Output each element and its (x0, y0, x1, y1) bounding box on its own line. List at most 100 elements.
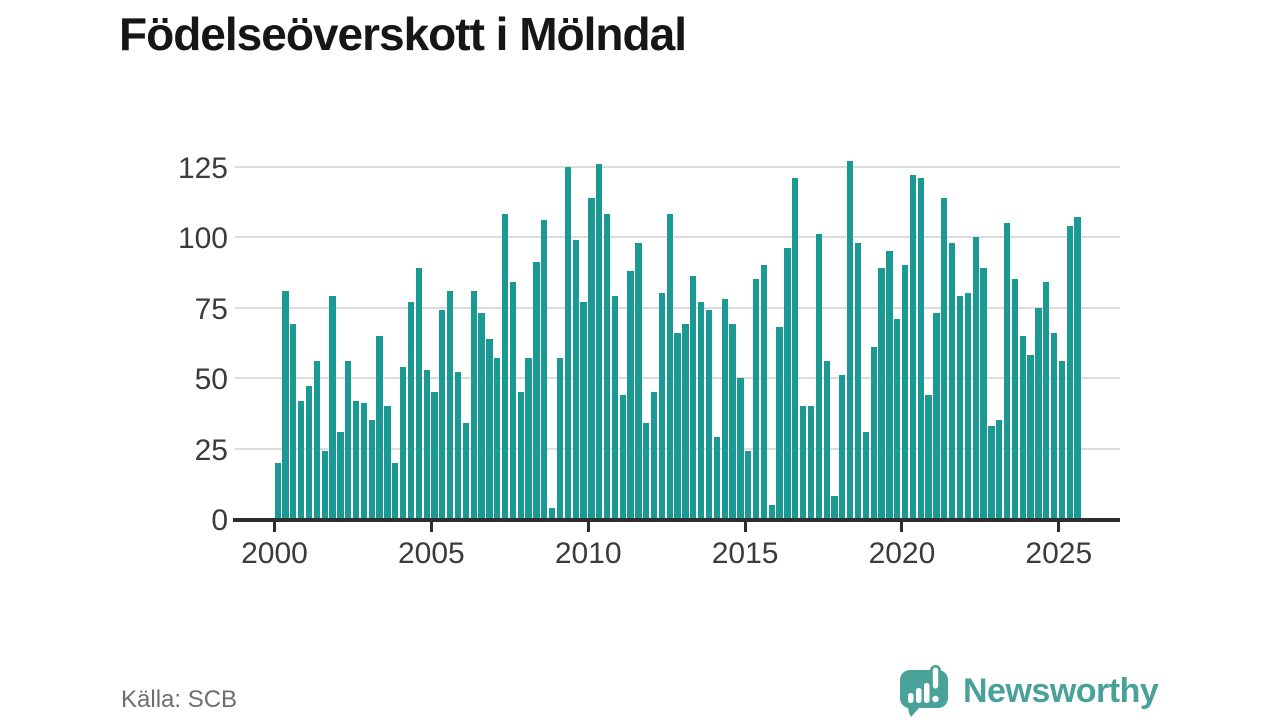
bar-2018-q4 (862, 431, 870, 519)
bar-2001-q3 (321, 451, 328, 519)
newsworthy-logo: Newsworthy (897, 664, 1159, 718)
x-tick-label-2015: 2015 (711, 537, 779, 570)
x-tick-2020 (900, 521, 904, 532)
bar-2003-q4 (392, 462, 399, 519)
x-tick-2005 (429, 521, 433, 532)
bar-2000-q1 (274, 462, 281, 519)
bar-2009-q4 (580, 301, 587, 519)
bar-2004-q2 (407, 301, 415, 519)
bar-2010-q3 (603, 214, 611, 519)
bar-2003-q1 (368, 420, 375, 519)
bar-2016-q2 (784, 248, 791, 519)
bar-2021-q4 (956, 296, 964, 519)
bar-2001-q2 (313, 361, 320, 519)
bar-2009-q2 (564, 166, 571, 519)
x-axis-line (233, 518, 1120, 522)
bar-2023-q3 (1011, 279, 1019, 519)
bar-2025-q3 (1074, 217, 1081, 519)
bar-2011-q1 (619, 394, 626, 519)
bar-2017-q3 (823, 361, 830, 519)
bar-2013-q1 (682, 324, 689, 519)
bar-2004-q1 (399, 366, 407, 519)
bar-2000-q4 (298, 400, 305, 519)
bar-2019-q2 (878, 268, 885, 519)
bar-2015-q1 (745, 451, 752, 519)
bar-2004-q4 (423, 369, 430, 519)
y-tick-label-25: 25 (194, 433, 228, 467)
bar-2021-q1 (933, 313, 940, 519)
source-label: Källa: SCB (121, 686, 238, 713)
bar-2019-q4 (894, 318, 901, 519)
bar-2006-q4 (486, 338, 493, 519)
x-tick-2000 (273, 521, 276, 532)
bar-2007-q3 (509, 282, 517, 519)
bar-2020-q1 (901, 265, 909, 519)
chart-title: Födelseöverskott i Mölndal (119, 8, 687, 60)
bar-2005-q1 (431, 392, 438, 519)
bar-2020-q4 (925, 394, 932, 519)
bar-2005-q3 (447, 290, 454, 519)
bar-2000-q2 (282, 290, 289, 519)
y-tick-label-75: 75 (194, 292, 228, 326)
bar-2004-q3 (415, 268, 422, 519)
bar-2008-q4 (549, 507, 556, 519)
y-tick-label-50: 50 (194, 363, 228, 396)
bar-2012-q3 (666, 214, 673, 519)
bar-2020-q3 (917, 177, 924, 519)
bar-2011-q3 (635, 242, 642, 519)
bar-2025-q2 (1066, 225, 1073, 519)
x-tick-label-2025: 2025 (1025, 537, 1093, 570)
bar-2013-q2 (690, 276, 697, 519)
bar-2013-q4 (705, 310, 713, 519)
bar-2008-q1 (525, 358, 532, 519)
newsworthy-speech-bubble-bar-chart-icon (900, 665, 948, 717)
bar-2011-q4 (643, 423, 650, 519)
bar-2018-q1 (839, 375, 846, 519)
newsworthy-logo-text: Newsworthy (963, 671, 1159, 710)
bar-2010-q1 (588, 197, 595, 519)
x-tick-label-2005: 2005 (397, 537, 465, 570)
bar-2014-q1 (713, 437, 720, 519)
bar-2024-q1 (1027, 355, 1034, 519)
bar-2016-q3 (792, 177, 799, 519)
bar-2018-q3 (854, 242, 862, 519)
bar-2009-q3 (572, 239, 579, 519)
bar-2011-q2 (627, 270, 634, 519)
bar-2015-q4 (768, 504, 775, 519)
bar-2007-q4 (517, 392, 524, 519)
x-tick-label-2000: 2000 (241, 537, 308, 570)
x-tick-label-2010: 2010 (554, 537, 622, 570)
bar-2001-q4 (329, 296, 336, 519)
x-tick-2025 (1057, 521, 1061, 532)
y-tick-label-0: 0 (211, 504, 228, 537)
bar-2010-q4 (611, 296, 619, 519)
gridline-125 (235, 165, 1120, 168)
bar-2006-q2 (470, 290, 477, 519)
x-tick-label-2020: 2020 (868, 537, 936, 570)
bar-2003-q2 (376, 335, 383, 519)
bar-2014-q3 (729, 324, 736, 519)
bar-2022-q2 (972, 237, 979, 519)
bar-2019-q3 (886, 251, 893, 519)
bar-2002-q4 (360, 403, 368, 519)
bar-2024-q2 (1035, 307, 1042, 519)
bar-2015-q2 (752, 279, 760, 519)
bar-2002-q2 (345, 361, 352, 519)
x-tick-2010 (586, 521, 590, 532)
bar-2006-q1 (462, 423, 470, 519)
bar-2007-q1 (494, 358, 501, 519)
bar-2022-q4 (988, 425, 995, 519)
x-tick-2015 (743, 521, 747, 532)
bar-2001-q1 (305, 386, 313, 519)
bar-2010-q2 (596, 163, 603, 519)
bar-2014-q4 (737, 378, 744, 519)
bar-2024-q4 (1050, 332, 1058, 519)
gridline-100 (235, 236, 1120, 238)
bar-2005-q4 (454, 372, 462, 519)
y-tick-label-100: 100 (177, 222, 228, 255)
bar-chart: 0 25 50 75 100 125 2000 2005 2010 2015 2020 2025 (177, 151, 1120, 570)
bar-2021-q3 (948, 242, 956, 519)
bar-2022-q3 (980, 268, 987, 519)
y-tick-label-125: 125 (177, 151, 228, 185)
bar-2009-q1 (556, 358, 564, 519)
